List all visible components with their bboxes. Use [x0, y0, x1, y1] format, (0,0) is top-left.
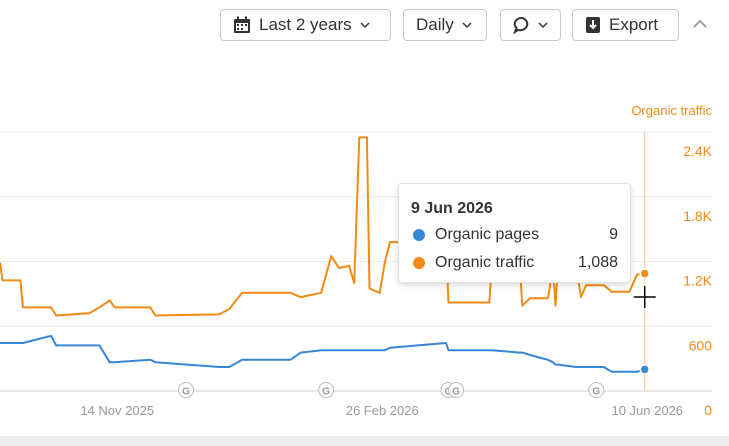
- comment-icon: [513, 17, 529, 34]
- hover-point: [639, 268, 650, 279]
- y-tick-label: 0: [704, 402, 712, 418]
- hover-point: [639, 364, 650, 375]
- x-tick-label: 14 Nov 2025: [80, 403, 154, 418]
- interval-button[interactable]: Daily: [403, 9, 487, 41]
- series-line: [0, 334, 646, 373]
- google-update-label: G: [592, 387, 600, 398]
- google-update-marker: [588, 382, 605, 398]
- y-tick-label: 1.2K: [683, 273, 712, 289]
- y-axis-title: Organic traffic: [631, 103, 712, 118]
- google-update-marker: [178, 382, 195, 398]
- chevron: [538, 22, 548, 29]
- collapse-chevron[interactable]: [692, 18, 708, 30]
- interval-label: Daily: [416, 15, 454, 34]
- export-icon: [586, 17, 600, 33]
- tooltip-row: Organic traffic 1,088: [413, 253, 618, 273]
- x-tick-label: 10 Jun 2026: [611, 403, 683, 418]
- tooltip-title: 9 Jun 2026: [411, 200, 493, 217]
- tooltip-series-name: Organic pages: [435, 226, 540, 243]
- tooltip-series-name: Organic traffic: [435, 254, 535, 271]
- google-update-marker: [448, 382, 465, 398]
- cursor: [633, 286, 656, 308]
- export-label: Export: [609, 15, 659, 34]
- y-tick-label: 2.4K: [683, 143, 712, 159]
- tooltip-value: 1,088: [577, 254, 618, 271]
- tooltip-row: Organic pages 9: [413, 225, 618, 245]
- x-tick-label: 26 Feb 2026: [346, 403, 419, 418]
- legend-dot: [413, 229, 425, 241]
- tooltip-value: 9: [609, 226, 618, 243]
- chevron: [462, 22, 472, 29]
- google-update-label: G: [182, 387, 190, 398]
- date-range-button[interactable]: Last 2 years: [220, 9, 391, 41]
- y-tick-label: 1.8K: [683, 208, 712, 224]
- google-update-label: G: [322, 387, 330, 398]
- legend-dot: [413, 257, 425, 269]
- date-range-label: Last 2 years: [259, 15, 352, 34]
- y-tick-label: 600: [689, 337, 713, 353]
- tooltip: 9 Jun 2026 Organic pages 9 Organic traffi…: [398, 183, 631, 283]
- chevron: [360, 22, 370, 29]
- annotations-button[interactable]: [500, 9, 561, 41]
- export-button[interactable]: Export: [572, 9, 679, 41]
- google-update-marker: [318, 382, 335, 398]
- scrollbar: [0, 436, 729, 446]
- google-update-label: G: [452, 387, 460, 398]
- calendar-icon: [234, 16, 250, 33]
